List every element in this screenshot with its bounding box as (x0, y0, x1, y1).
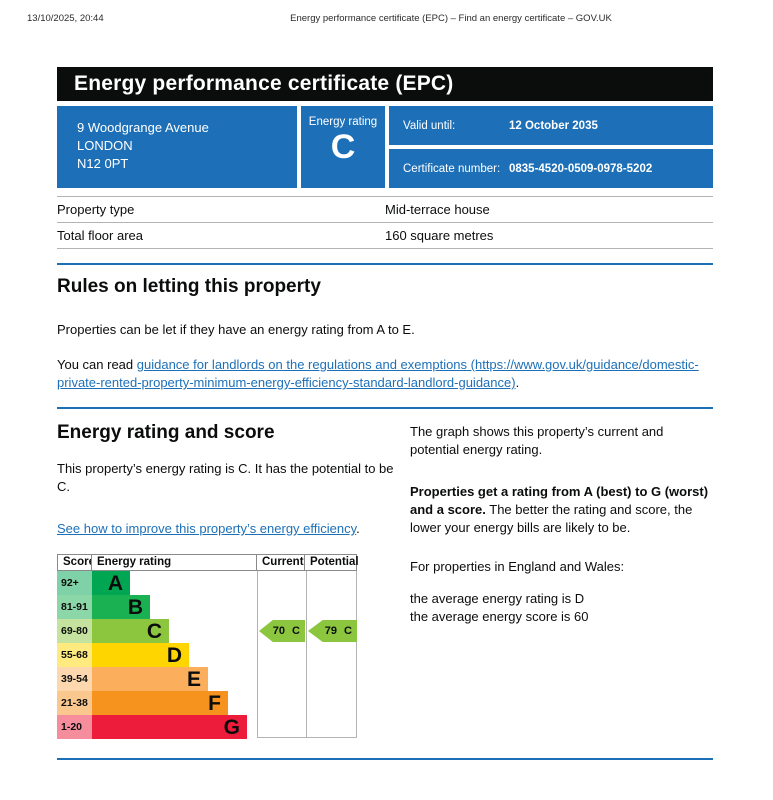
floor-area-value: 160 square metres (385, 228, 494, 243)
certificate-meta: Valid until: 12 October 2035 Certificate… (389, 106, 713, 188)
print-datetime: 13/10/2025, 20:44 (27, 13, 104, 24)
property-details-table: Property type Mid-terrace house Total fl… (57, 196, 713, 249)
band-bar: E (92, 667, 208, 691)
table-row: Total floor area 160 square metres (57, 223, 713, 249)
valid-until-label: Valid until: (403, 119, 456, 132)
current-rating-arrow: 70 C (259, 620, 305, 642)
epc-band-e: 39-54 E (57, 667, 357, 691)
property-type-label: Property type (57, 202, 135, 217)
energy-rating-label: Energy rating (308, 116, 378, 128)
rules-paragraph: Properties can be let if they have an en… (57, 322, 415, 337)
certificate-page: Energy performance certificate (EPC) 9 W… (57, 67, 713, 760)
band-score-range: 1-20 (57, 715, 92, 739)
valid-until-value: 12 October 2035 (509, 119, 598, 132)
band-bar: F (92, 691, 228, 715)
band-score-range: 39-54 (57, 667, 92, 691)
band-score-range: 55-68 (57, 643, 92, 667)
address-line-3: N12 0PT (77, 156, 129, 171)
rules-link-paragraph: You can read guidance for landlords on t… (57, 356, 713, 392)
floor-area-label: Total floor area (57, 228, 143, 243)
property-type-value: Mid-terrace house (385, 202, 490, 217)
average-score-line: the average energy score is 60 (410, 609, 589, 624)
energy-rating-column-header: Energy rating (91, 554, 257, 571)
rating-right-column: The graph shows this property’s current … (405, 422, 713, 739)
band-bar: B (92, 595, 150, 619)
address-line-2: LONDON (77, 138, 133, 153)
epc-band-c: 69-80 C (57, 619, 357, 643)
average-rating-line: the average energy rating is D (410, 591, 585, 606)
epc-bands: 92+ A 81-91 B 69-80 C 55-68 D 39-54 E 21-38 F 1-20 G (57, 571, 357, 739)
address-line-1: 9 Woodgrange Avenue (77, 120, 209, 135)
rating-heading: Energy rating and score (57, 422, 275, 443)
band-score-range: 69-80 (57, 619, 92, 643)
band-bar: G (92, 715, 247, 739)
rating-section: Energy rating and score This property’s … (57, 422, 713, 739)
landlord-guidance-link[interactable]: guidance for landlords on the regulation… (57, 357, 699, 390)
epc-graph: Score Energy rating Current Potential 92… (57, 554, 359, 739)
improve-link-paragraph: See how to improve this property’s energ… (57, 520, 405, 538)
improve-link-suffix: . (356, 521, 360, 536)
epc-band-a: 92+ A (57, 571, 357, 595)
band-score-range: 92+ (57, 571, 92, 595)
band-bar: D (92, 643, 189, 667)
certificate-number-label: Certificate number: (403, 162, 501, 175)
rating-explanation-bold: Properties get a rating from A (best) to… (410, 484, 709, 517)
rules-heading: Rules on letting this property (57, 276, 321, 297)
band-bar: C (92, 619, 169, 643)
score-column-header: Score (57, 554, 95, 571)
column-divider (306, 571, 307, 737)
link-suffix: . (515, 375, 520, 390)
potential-column-header: Potential (304, 554, 359, 571)
epc-band-g: 1-20 G (57, 715, 357, 739)
graph-intro-paragraph: The graph shows this property’s current … (410, 424, 664, 457)
page-title: Energy performance certificate (EPC) (74, 72, 454, 95)
epc-banner: Energy performance certificate (EPC) (57, 67, 713, 101)
epc-graph-header: Score Energy rating Current Potential (57, 554, 359, 571)
current-potential-columns (257, 571, 357, 738)
rating-left-column: Energy rating and score This property’s … (57, 422, 405, 739)
table-row: Property type Mid-terrace house (57, 196, 713, 223)
section-divider (57, 263, 713, 265)
print-header: 13/10/2025, 20:44 Energy performance cer… (0, 0, 773, 27)
certificate-number-row: Certificate number: 0835-4520-0509-0978-… (389, 149, 713, 188)
print-page-title: Energy performance certificate (EPC) – F… (290, 13, 612, 24)
potential-rating-arrow: 79 C (308, 620, 357, 642)
rating-summary-paragraph: This property’s energy rating is C. It h… (57, 461, 394, 494)
property-address: 9 Woodgrange Avenue LONDON N12 0PT (57, 106, 297, 188)
epc-band-f: 21-38 F (57, 691, 357, 715)
band-score-range: 21-38 (57, 691, 92, 715)
energy-rating-box: Energy rating C (301, 106, 385, 188)
average-intro: For properties in England and Wales: (410, 559, 625, 574)
valid-until-row: Valid until: 12 October 2035 (389, 106, 713, 145)
certificate-number-value: 0835-4520-0509-0978-5202 (509, 162, 653, 175)
energy-rating-letter: C (330, 128, 356, 166)
improve-efficiency-link[interactable]: See how to improve this property’s energ… (57, 521, 357, 536)
epc-band-b: 81-91 B (57, 595, 357, 619)
potential-rating-value: 79 C (324, 625, 352, 637)
section-divider (57, 407, 713, 409)
band-bar: A (92, 571, 130, 595)
page-bottom-divider (57, 758, 713, 760)
link-prefix: You can read (57, 357, 137, 372)
rating-explanation-rest: The better the rating and score, the low… (410, 502, 693, 535)
current-rating-value: 70 C (272, 625, 300, 637)
band-score-range: 81-91 (57, 595, 92, 619)
certificate-summary: 9 Woodgrange Avenue LONDON N12 0PT Energ… (57, 106, 713, 188)
epc-band-d: 55-68 D (57, 643, 357, 667)
current-column-header: Current (256, 554, 305, 571)
rating-explanation-paragraph: Properties get a rating from A (best) to… (410, 483, 713, 537)
